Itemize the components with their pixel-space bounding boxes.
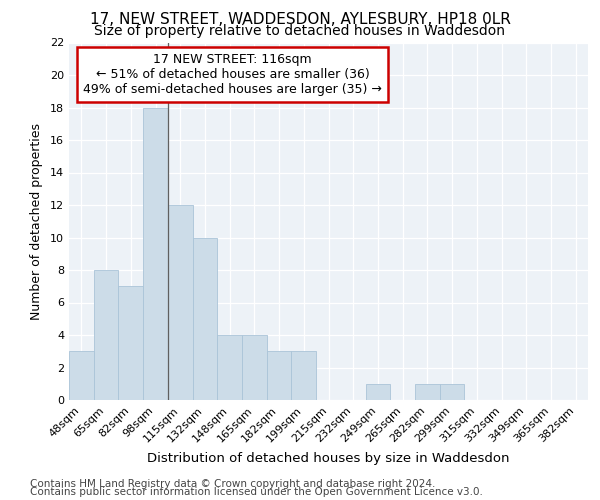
Text: 17 NEW STREET: 116sqm
← 51% of detached houses are smaller (36)
49% of semi-deta: 17 NEW STREET: 116sqm ← 51% of detached … xyxy=(83,53,382,96)
Y-axis label: Number of detached properties: Number of detached properties xyxy=(30,122,43,320)
Bar xyxy=(440,384,464,400)
Bar xyxy=(193,238,217,400)
Bar xyxy=(69,351,94,400)
Text: Size of property relative to detached houses in Waddesdon: Size of property relative to detached ho… xyxy=(95,24,505,38)
Bar xyxy=(292,351,316,400)
Bar xyxy=(267,351,292,400)
Bar xyxy=(365,384,390,400)
Bar xyxy=(143,108,168,400)
Bar xyxy=(118,286,143,400)
Bar xyxy=(94,270,118,400)
Text: 17, NEW STREET, WADDESDON, AYLESBURY, HP18 0LR: 17, NEW STREET, WADDESDON, AYLESBURY, HP… xyxy=(89,12,511,28)
Text: Contains public sector information licensed under the Open Government Licence v3: Contains public sector information licen… xyxy=(30,487,483,497)
Bar xyxy=(168,205,193,400)
Text: Contains HM Land Registry data © Crown copyright and database right 2024.: Contains HM Land Registry data © Crown c… xyxy=(30,479,436,489)
X-axis label: Distribution of detached houses by size in Waddesdon: Distribution of detached houses by size … xyxy=(147,452,510,465)
Bar xyxy=(242,335,267,400)
Bar xyxy=(217,335,242,400)
Bar xyxy=(415,384,440,400)
